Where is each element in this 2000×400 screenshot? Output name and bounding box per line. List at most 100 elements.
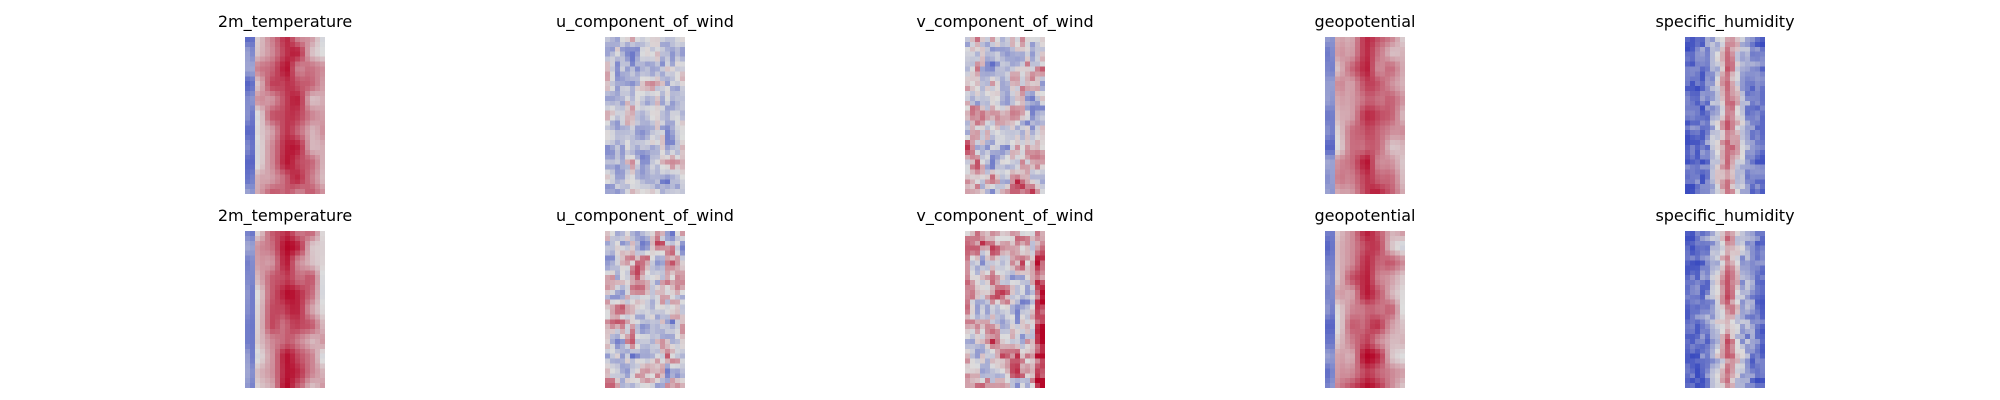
heatmap-cell <box>295 245 301 252</box>
heatmap-cell <box>670 378 676 384</box>
heatmap-cell <box>655 149 661 156</box>
heatmap-cell <box>975 255 981 261</box>
heatmap-cell <box>615 348 621 355</box>
heatmap-cell <box>270 179 276 185</box>
heatmap-cell <box>1360 37 1366 43</box>
heatmap-cell <box>1390 304 1396 310</box>
heatmap-cell <box>1385 319 1391 325</box>
heatmap-cell <box>1005 343 1011 350</box>
heatmap-cell <box>310 179 316 185</box>
heatmap-cell <box>970 314 976 320</box>
heatmap-cell <box>670 343 676 350</box>
heatmap-cell <box>975 164 981 170</box>
heatmap-cell <box>655 184 661 190</box>
heatmap-cell <box>650 324 656 330</box>
heatmap-cell <box>265 115 271 121</box>
heatmap-cell <box>285 76 291 82</box>
heatmap-cell <box>1355 130 1361 136</box>
heatmap-cell <box>1010 81 1016 87</box>
heatmap-cell <box>980 169 986 175</box>
heatmap-cell <box>670 260 676 266</box>
heatmap-cell <box>1760 309 1765 315</box>
heatmap-cell <box>1030 76 1036 82</box>
heatmap-cell <box>1355 284 1361 291</box>
heatmap-cell <box>1380 334 1386 340</box>
heatmap-cell <box>1355 37 1361 43</box>
heatmap-cell <box>295 184 301 190</box>
heatmap-cell <box>640 56 646 63</box>
heatmap-cell <box>1400 240 1405 247</box>
heatmap-cell <box>1400 294 1405 301</box>
heatmap-cell <box>1345 37 1351 43</box>
heatmap-cell <box>1690 294 1696 301</box>
heatmap-cell <box>1695 130 1701 136</box>
heatmap-cell <box>1390 231 1396 237</box>
heatmap-cell <box>975 343 981 350</box>
heatmap-cell <box>320 299 325 306</box>
heatmap-cell <box>650 130 656 136</box>
heatmap-cell <box>970 329 976 335</box>
heatmap-cell <box>645 329 651 335</box>
heatmap-cell <box>675 51 681 58</box>
heatmap-cell <box>1325 265 1331 271</box>
heatmap-cell <box>1025 294 1031 301</box>
heatmap-cell <box>1035 383 1041 388</box>
heatmap-cell <box>1760 56 1765 63</box>
heatmap-cell <box>315 149 321 156</box>
heatmap-cell <box>1350 329 1356 335</box>
heatmap-cell <box>655 270 661 276</box>
heatmap-cell <box>645 41 651 48</box>
heatmap-cell <box>1370 184 1376 190</box>
heatmap-cell <box>965 299 971 306</box>
heatmap-cell <box>655 56 661 63</box>
heatmap-cell <box>290 120 296 126</box>
heatmap-cell <box>290 334 296 340</box>
heatmap-cell <box>1345 179 1351 185</box>
heatmap-cell <box>1755 135 1761 141</box>
heatmap-cell <box>630 255 636 261</box>
heatmap-cell <box>1375 289 1381 296</box>
heatmap-cell <box>1000 56 1006 63</box>
heatmap-cell <box>965 71 971 77</box>
heatmap-cell <box>295 358 301 364</box>
heatmap-cell <box>620 348 626 355</box>
heatmap-cell <box>265 383 271 388</box>
heatmap-cell <box>635 61 641 67</box>
heatmap-cell <box>1335 373 1341 379</box>
heatmap-cell <box>280 86 286 92</box>
heatmap-cell <box>1020 299 1026 306</box>
heatmap-cell <box>320 115 325 121</box>
heatmap-cell <box>965 348 971 355</box>
heatmap-cell <box>1720 46 1726 53</box>
heatmap-cell <box>1345 71 1351 77</box>
heatmap-cell <box>620 358 626 364</box>
heatmap-cell <box>980 66 986 72</box>
heatmap-cell <box>995 86 1001 92</box>
heatmap-cell <box>1720 159 1726 166</box>
heatmap-cell <box>290 149 296 156</box>
heatmap-cell <box>615 231 621 237</box>
heatmap-cell <box>1025 105 1031 112</box>
heatmap-cell <box>1390 294 1396 301</box>
heatmap-cell <box>1030 154 1036 161</box>
heatmap-cell <box>1035 338 1041 345</box>
heatmap-cell <box>1010 260 1016 266</box>
heatmap-cell <box>995 100 1001 107</box>
heatmap-cell <box>1375 240 1381 247</box>
heatmap-cell <box>650 284 656 291</box>
heatmap-cell <box>1390 378 1396 384</box>
panel-title: 2m_temperature <box>217 12 353 31</box>
heatmap-cell <box>1365 338 1371 345</box>
heatmap-cell <box>1385 154 1391 161</box>
heatmap-cell <box>645 240 651 247</box>
heatmap-cell <box>1350 61 1356 67</box>
heatmap-cell <box>1000 231 1006 237</box>
heatmap-cell <box>990 309 996 315</box>
heatmap-cell <box>1700 235 1706 242</box>
heatmap-cell <box>1705 37 1711 43</box>
heatmap-cell <box>1380 270 1386 276</box>
heatmap-cell <box>630 260 636 266</box>
heatmap-cell <box>650 61 656 67</box>
heatmap-cell <box>985 231 991 237</box>
heatmap-cell <box>1010 329 1016 335</box>
